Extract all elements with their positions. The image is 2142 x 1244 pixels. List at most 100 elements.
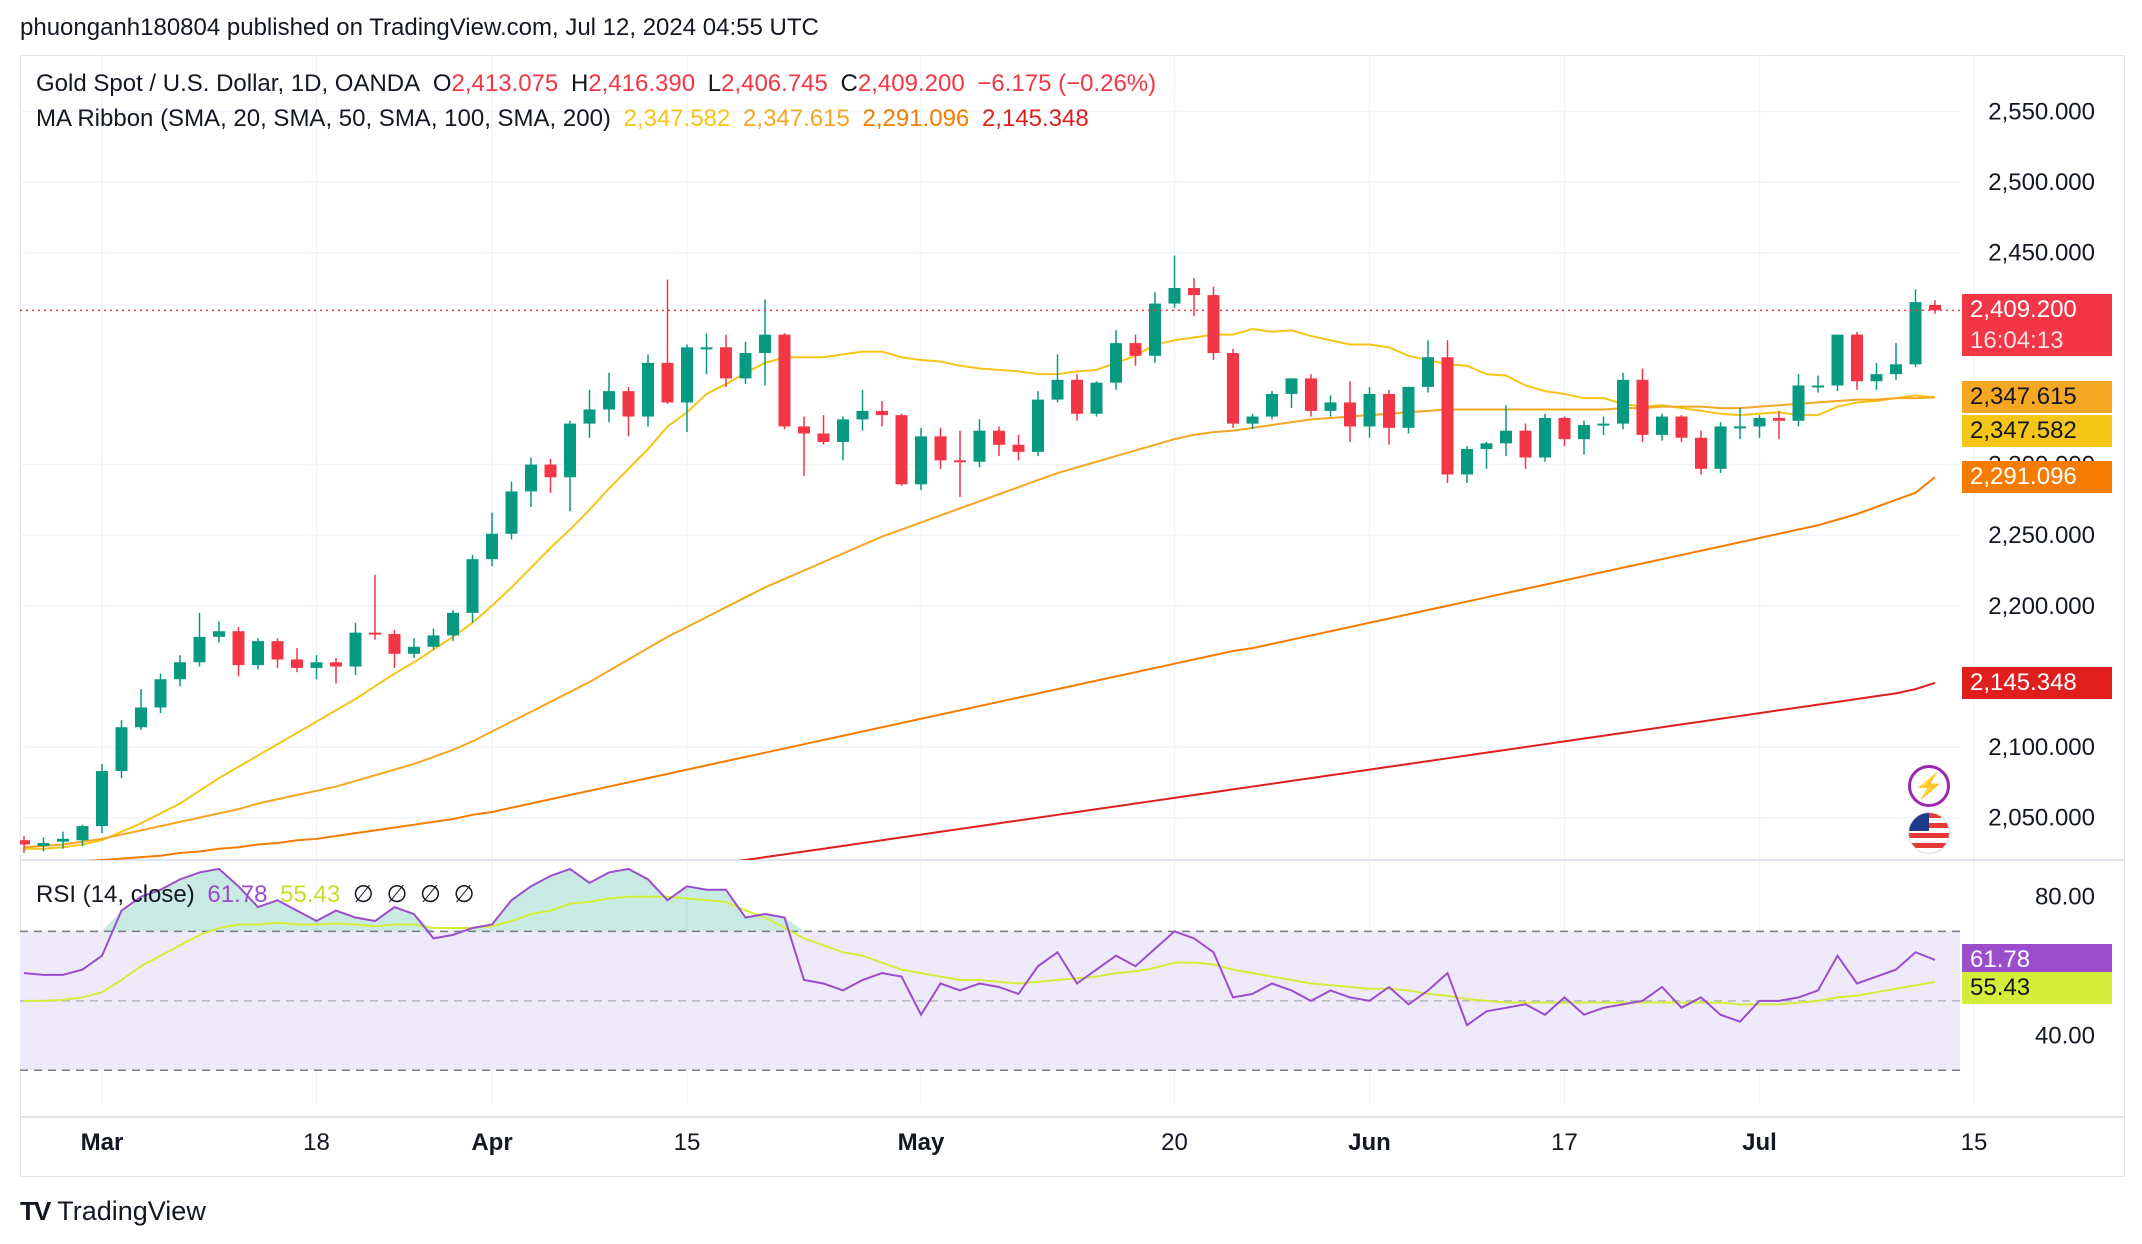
rsi-na-1: ∅ [352, 881, 374, 908]
candle [1675, 415, 1688, 442]
time-tick-label: 18 [303, 1129, 330, 1156]
candle-body [739, 352, 752, 379]
candle [837, 416, 849, 461]
candle [154, 673, 167, 714]
candle [1597, 416, 1610, 435]
candle-body [1851, 334, 1863, 382]
candle [993, 426, 1005, 457]
ma-line-sma-50 [23, 396, 1936, 849]
candle-body [1656, 416, 1668, 435]
candle-body [1071, 379, 1083, 414]
candle-body [700, 347, 713, 350]
publisher-line: phuonganh180804 published on TradingView… [20, 14, 819, 41]
candle [193, 612, 206, 667]
candle [20, 835, 30, 853]
candle [1909, 289, 1922, 368]
candle [427, 628, 440, 650]
candle [1071, 374, 1083, 421]
candle [1012, 434, 1025, 461]
candle [622, 386, 635, 437]
ma-value-200: 2,145.348 [981, 105, 1089, 132]
candle [895, 413, 908, 486]
candle-body [1636, 379, 1649, 435]
price-tick-label: 2,100.000 [1988, 734, 2095, 761]
time-tick-label: 17 [1551, 1129, 1578, 1156]
candle [1753, 415, 1766, 438]
candle-body [993, 430, 1005, 445]
candle [466, 554, 479, 623]
candle [1383, 389, 1395, 445]
candle [1305, 374, 1317, 417]
low-value: 2,406.745 [721, 70, 828, 97]
rsi-line-rsi-based-ma [24, 895, 1936, 1006]
candle-body [1890, 364, 1902, 375]
candle-body [1714, 426, 1727, 469]
candle-body [1480, 443, 1493, 450]
candle [1578, 420, 1590, 455]
candle [252, 638, 264, 670]
rsi-tick-label: 80.00 [2035, 884, 2095, 911]
candle [1929, 300, 1941, 314]
candle-body [271, 641, 284, 660]
time-tick-label: 15 [674, 1129, 701, 1156]
ma-ribbon-legend: MA Ribbon (SMA, 20, SMA, 50, SMA, 100, S… [36, 105, 1095, 133]
candle-body [310, 662, 323, 668]
candle-body [1110, 343, 1122, 383]
candle [661, 279, 674, 404]
candle [1188, 278, 1200, 317]
candle-body [330, 662, 342, 667]
candle [739, 341, 752, 385]
ma-line-sma-20 [24, 327, 1936, 850]
candle [37, 837, 50, 852]
open-value: 2,413.075 [451, 70, 559, 97]
price-tick-label: 2,500.000 [1988, 169, 2095, 196]
symbol-legend: Gold Spot / U.S. Dollar, 1D, OANDA O2,41… [36, 70, 1162, 98]
candle [564, 420, 576, 512]
candle-body [778, 334, 791, 427]
candle-body [1344, 402, 1356, 427]
candle [1617, 372, 1629, 430]
candle [1636, 368, 1649, 442]
candle-body [57, 838, 69, 842]
candle [174, 655, 186, 687]
candle [135, 689, 147, 731]
rsi-plot-group [23, 867, 1936, 1027]
candle-body [1246, 416, 1259, 424]
time-tick-label: 20 [1161, 1129, 1188, 1156]
candle [1246, 413, 1259, 430]
candle-body [1285, 378, 1298, 394]
candle-body [915, 436, 927, 485]
rsi-label: RSI (14, close) [36, 881, 195, 908]
rsi-na-4: ∅ [453, 881, 475, 908]
change-value: −6.175 (−0.26%) [977, 70, 1157, 97]
close-label: C2,409.200 [840, 70, 965, 97]
candle-body [1422, 357, 1434, 387]
candle-body [369, 632, 381, 635]
rsi-box: 61.78 [1962, 943, 2112, 976]
candle [1207, 286, 1220, 361]
candle [1032, 391, 1044, 457]
candle-body [466, 559, 479, 613]
candle-body [837, 419, 849, 442]
candle-body [505, 491, 518, 534]
candle-body [1266, 393, 1278, 417]
us-flag-icon[interactable] [1908, 812, 1950, 854]
candle-body [1734, 426, 1746, 429]
ma-value-50: 2,347.615 [743, 105, 850, 132]
candle [1656, 413, 1668, 441]
candle-body [1539, 417, 1551, 458]
candle-body [583, 409, 596, 424]
candle-body [1773, 417, 1785, 421]
rsi-na-3: ∅ [420, 881, 441, 908]
lightning-icon[interactable]: ⚡ [1908, 765, 1950, 807]
time-tick-label: Apr [471, 1129, 512, 1156]
candle [447, 610, 459, 642]
candle [1480, 441, 1493, 469]
candle [1714, 422, 1727, 474]
candle-body [661, 362, 674, 403]
candle [1149, 292, 1161, 363]
rsi-line-rsi [23, 867, 1936, 1027]
candle [1461, 446, 1473, 483]
candle-body [1305, 378, 1317, 411]
